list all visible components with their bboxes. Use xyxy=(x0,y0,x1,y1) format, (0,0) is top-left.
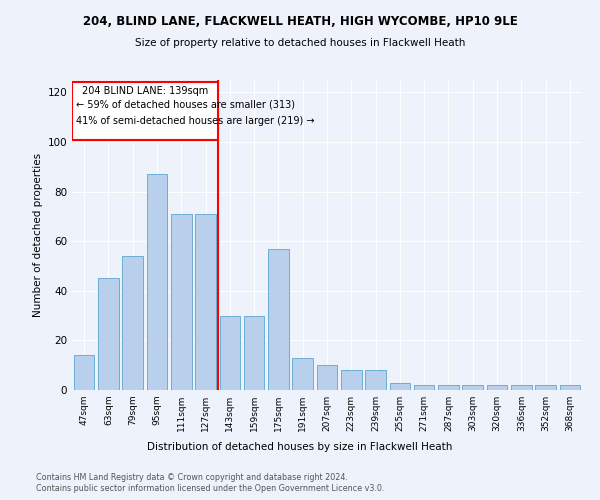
Text: Size of property relative to detached houses in Flackwell Heath: Size of property relative to detached ho… xyxy=(135,38,465,48)
Bar xyxy=(463,385,483,390)
Bar xyxy=(292,358,313,390)
Bar xyxy=(341,370,362,390)
Bar xyxy=(122,256,143,390)
Bar xyxy=(74,356,94,390)
Bar xyxy=(220,316,240,390)
Text: 204, BLIND LANE, FLACKWELL HEATH, HIGH WYCOMBE, HP10 9LE: 204, BLIND LANE, FLACKWELL HEATH, HIGH W… xyxy=(83,15,517,28)
Bar xyxy=(146,174,167,390)
Bar xyxy=(414,385,434,390)
Bar xyxy=(244,316,265,390)
Text: 41% of semi-detached houses are larger (219) →: 41% of semi-detached houses are larger (… xyxy=(76,116,314,126)
Bar xyxy=(535,385,556,390)
Bar xyxy=(511,385,532,390)
Bar xyxy=(268,248,289,390)
Text: 204 BLIND LANE: 139sqm: 204 BLIND LANE: 139sqm xyxy=(82,86,208,96)
Y-axis label: Number of detached properties: Number of detached properties xyxy=(33,153,43,317)
Text: Contains HM Land Registry data © Crown copyright and database right 2024.: Contains HM Land Registry data © Crown c… xyxy=(36,472,348,482)
Text: ← 59% of detached houses are smaller (313): ← 59% of detached houses are smaller (31… xyxy=(76,100,295,110)
Bar xyxy=(171,214,191,390)
Bar xyxy=(317,365,337,390)
Bar xyxy=(560,385,580,390)
Bar xyxy=(365,370,386,390)
Bar xyxy=(195,214,216,390)
Bar xyxy=(98,278,119,390)
Bar xyxy=(487,385,508,390)
Bar xyxy=(438,385,459,390)
FancyBboxPatch shape xyxy=(72,82,218,140)
Bar xyxy=(389,382,410,390)
Text: Distribution of detached houses by size in Flackwell Heath: Distribution of detached houses by size … xyxy=(148,442,452,452)
Text: Contains public sector information licensed under the Open Government Licence v3: Contains public sector information licen… xyxy=(36,484,385,493)
